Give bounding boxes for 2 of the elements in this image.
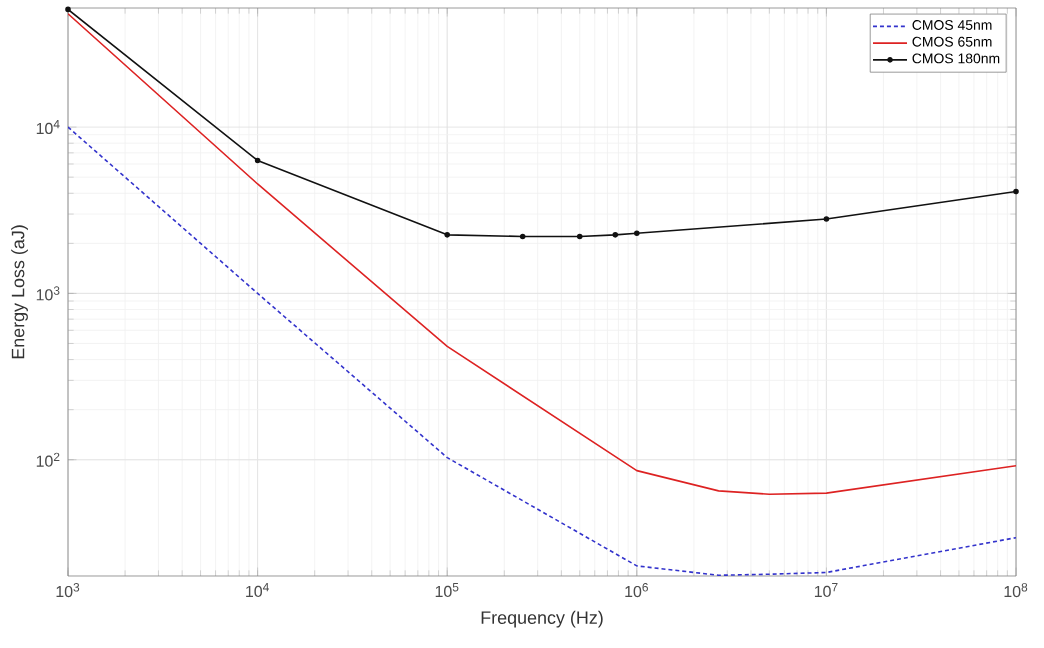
y-axis-title: Energy Loss (aJ) <box>11 225 28 359</box>
x-axis-title: Frequency (Hz) <box>481 610 603 628</box>
